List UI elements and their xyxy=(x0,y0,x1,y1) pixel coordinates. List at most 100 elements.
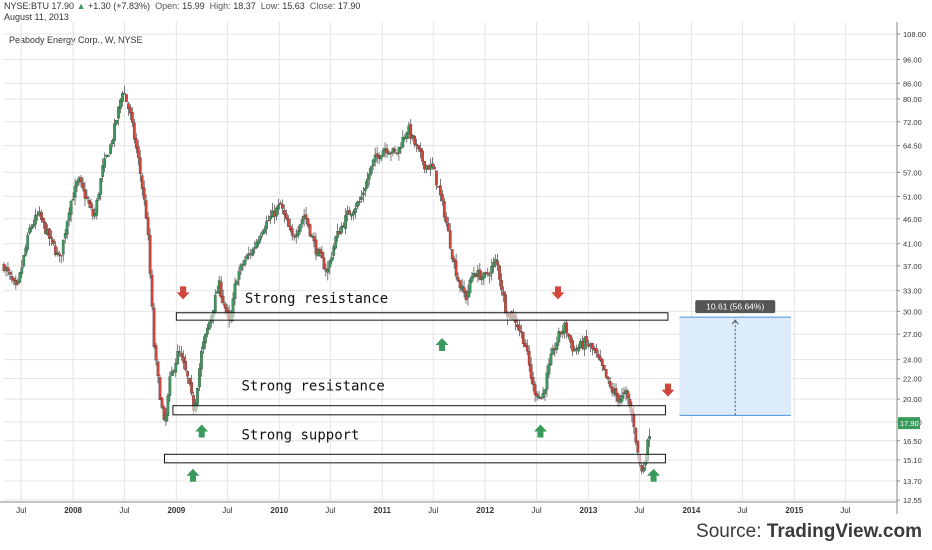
candle-down xyxy=(438,178,442,202)
candle-body xyxy=(409,124,413,139)
candle-body xyxy=(225,307,229,313)
candle-body xyxy=(196,388,199,405)
candle-down xyxy=(132,119,136,144)
x-tick-label: Jul xyxy=(531,506,541,515)
resistance-2-zone xyxy=(172,405,666,416)
candle-body xyxy=(281,204,284,209)
candle-up xyxy=(233,277,237,306)
candle-body xyxy=(389,152,393,154)
candle-down xyxy=(486,267,490,277)
candle-up xyxy=(63,228,67,244)
candle-body xyxy=(89,201,93,209)
arrow-up-icon xyxy=(195,424,209,438)
candle-body xyxy=(267,220,270,222)
candle-up xyxy=(482,271,486,286)
candle-down xyxy=(446,216,450,232)
candle-body xyxy=(565,322,569,334)
close-label: Close: xyxy=(309,1,336,11)
candle-down xyxy=(462,280,466,298)
last-price-badge: 17.90 xyxy=(898,417,920,430)
candle-up xyxy=(360,190,363,203)
candle-body xyxy=(585,336,588,343)
candle-body xyxy=(130,112,134,123)
candle-body xyxy=(235,280,239,285)
candle-body xyxy=(381,150,385,157)
y-tick-label: 22.00 xyxy=(903,374,922,383)
candle-down xyxy=(180,346,184,361)
candle-down xyxy=(6,262,10,277)
candle-up xyxy=(381,147,385,157)
y-tick-label: 51.00 xyxy=(903,192,922,201)
candle-body xyxy=(182,356,186,363)
candle-body xyxy=(288,225,292,231)
candle-up xyxy=(492,257,496,273)
candle-up xyxy=(28,224,32,235)
candle-body xyxy=(59,255,63,257)
candle-body xyxy=(583,337,586,350)
candle-up xyxy=(255,239,259,249)
candle-down xyxy=(320,245,324,259)
candle-up xyxy=(34,208,37,230)
candle-body xyxy=(567,333,571,337)
candle-up xyxy=(251,247,255,257)
candles xyxy=(2,85,651,475)
candle-up xyxy=(257,236,261,247)
candle-down xyxy=(448,223,452,250)
candle-down xyxy=(348,206,351,215)
candle-up xyxy=(174,358,178,378)
candle-down xyxy=(478,262,482,281)
candle-body xyxy=(470,276,474,282)
y-tick-label: 72.00 xyxy=(903,118,922,127)
candle-body xyxy=(188,377,191,384)
candle-down xyxy=(286,215,290,227)
candle-body xyxy=(111,140,114,144)
candle-body xyxy=(531,376,535,385)
y-tick-label: 57.00 xyxy=(903,168,922,177)
candle-down xyxy=(389,151,393,161)
candle-body xyxy=(26,234,30,250)
candle-up xyxy=(75,179,79,193)
candle-body xyxy=(385,148,389,154)
candle-body xyxy=(488,274,492,277)
candle-body xyxy=(113,123,116,141)
candle-body xyxy=(284,213,288,219)
candle-down xyxy=(585,329,588,350)
candle-down xyxy=(314,232,318,261)
candle-body xyxy=(219,281,223,298)
candle-body xyxy=(533,384,537,395)
candle-body xyxy=(363,188,367,192)
candle-body xyxy=(393,149,397,152)
candle-body xyxy=(521,332,525,344)
candle-down xyxy=(288,218,292,233)
candle-body xyxy=(259,235,263,240)
candle-body xyxy=(263,228,266,233)
candle-down xyxy=(500,273,503,296)
candle-down xyxy=(42,217,45,229)
candle-down xyxy=(385,144,389,159)
candle-body xyxy=(275,207,278,217)
candle-body xyxy=(326,268,330,273)
candle-down xyxy=(569,334,573,349)
chart-header: NYSE:BTU 17.90 ▲ +1.30 (+7.83%) Open: 15… xyxy=(4,1,360,11)
candle-down xyxy=(610,382,614,397)
candle-body xyxy=(257,239,261,245)
candle-up xyxy=(113,118,116,147)
candle-up xyxy=(354,202,357,219)
candle-up xyxy=(24,244,28,257)
candle-body xyxy=(48,228,51,239)
candle-body xyxy=(604,369,608,378)
candle-down xyxy=(375,146,379,164)
chart-title: Peabody Energy Corp., W, NYSE xyxy=(9,35,143,45)
arrow-up-icon xyxy=(186,468,200,482)
candle-body xyxy=(202,341,205,350)
candle-body xyxy=(591,343,594,349)
candle-body xyxy=(164,414,168,422)
candle-body xyxy=(294,234,298,237)
candle-body xyxy=(486,272,490,275)
candle-down xyxy=(539,397,543,400)
candle-body xyxy=(184,361,187,371)
candle-body xyxy=(178,351,182,353)
candle-body xyxy=(10,275,14,280)
candle-down xyxy=(531,371,535,392)
